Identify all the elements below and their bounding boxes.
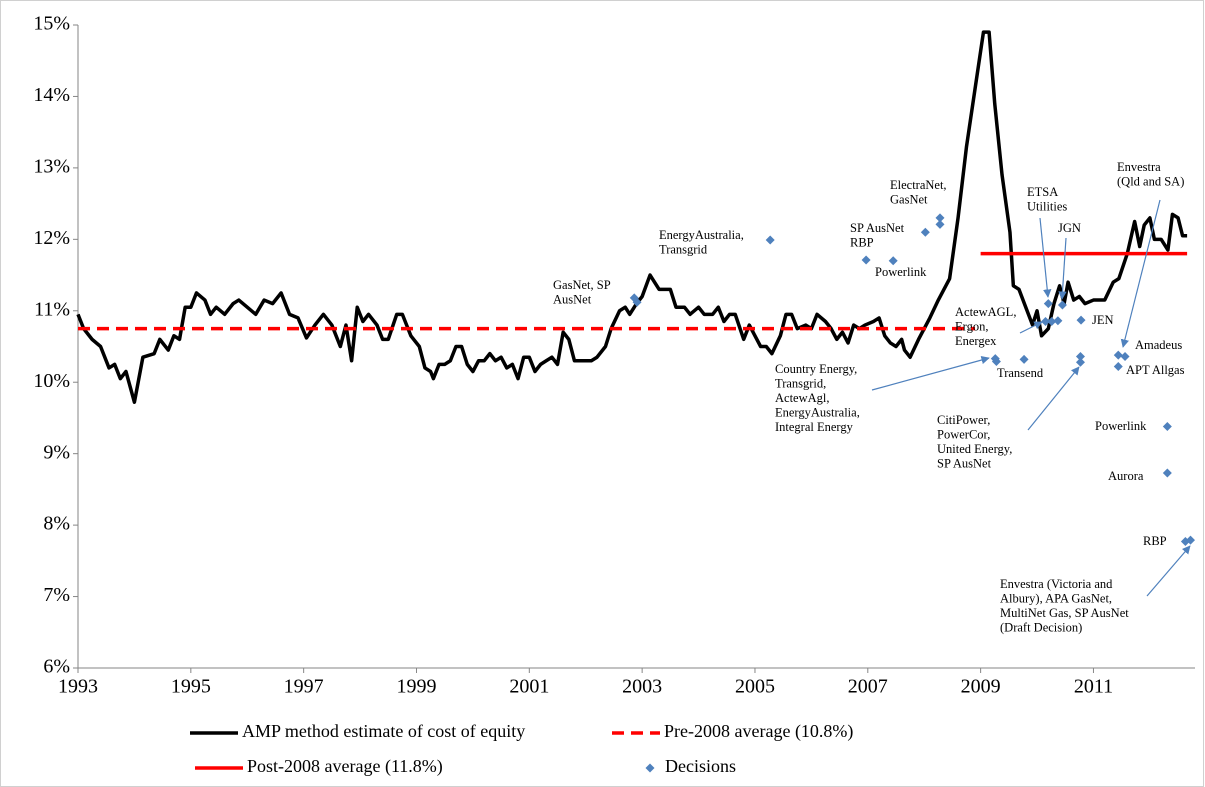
y-tick-label: 11%: [34, 298, 70, 320]
x-tick-label: 2009: [961, 676, 1001, 698]
annotation: Amadeus: [1135, 338, 1182, 352]
annotation: JGN: [1058, 221, 1081, 235]
y-tick-label: 7%: [43, 584, 70, 606]
decision-point: [1162, 422, 1172, 432]
decision-point: [632, 297, 642, 307]
annotation: Country Energy,: [775, 362, 857, 376]
annotation: SP AusNet: [850, 221, 905, 235]
annotation: EnergyAustralia,: [659, 228, 744, 242]
decision-point: [1043, 299, 1053, 309]
annotation: ElectraNet,: [890, 178, 947, 192]
x-tick-label: 1999: [396, 676, 436, 698]
y-tick-label: 8%: [43, 513, 70, 535]
annotation: Energex: [955, 334, 997, 348]
y-tick-label: 15%: [33, 13, 70, 35]
x-tick-label: 2005: [735, 676, 775, 698]
annotation: Envestra: [1117, 160, 1161, 174]
annotation: ActewAgl,: [775, 391, 830, 405]
x-tick-label: 2003: [622, 676, 662, 698]
y-tick-label: 9%: [43, 441, 70, 463]
annotation: Powerlink: [875, 265, 927, 279]
annotation: JEN: [1092, 313, 1114, 327]
decision-point: [935, 213, 945, 223]
decision-point: [888, 256, 898, 266]
y-tick-label: 10%: [33, 370, 70, 392]
annotation: United Energy,: [937, 442, 1012, 456]
annotation: Transgrid,: [775, 376, 826, 390]
x-tick-label: 1993: [58, 676, 98, 698]
annotation-arrow: [1019, 321, 1043, 334]
decision-point: [1053, 316, 1063, 326]
decision-point: [1120, 352, 1130, 362]
annotation: GasNet: [890, 192, 928, 206]
y-tick-label: 6%: [43, 656, 70, 678]
legend-label: Decisions: [665, 756, 736, 776]
annotation: Integral Energy: [775, 420, 854, 434]
decision-point: [920, 227, 930, 237]
annotation: CitiPower,: [937, 413, 990, 427]
decision-point: [935, 219, 945, 229]
decision-point: [765, 235, 775, 245]
annotation: RBP: [850, 235, 874, 249]
annotation: AusNet: [553, 292, 592, 306]
annotation: EnergyAustralia,: [775, 405, 860, 419]
decision-point: [1076, 315, 1086, 325]
decision-point: [1041, 316, 1051, 326]
decision-point: [1113, 350, 1123, 360]
annotation: ActewAGL,: [955, 305, 1016, 319]
annotation: Powerlink: [1095, 419, 1147, 433]
decision-point: [1047, 316, 1057, 326]
x-tick-label: 2011: [1074, 676, 1113, 698]
annotation: APT Allgas: [1126, 363, 1185, 377]
annotation-arrow: [871, 355, 990, 391]
annotation: Albury), APA GasNet,: [1000, 591, 1112, 605]
y-tick-label: 14%: [33, 84, 70, 106]
legend-label: Pre-2008 average (10.8%): [664, 721, 853, 742]
annotation: PowerCor,: [937, 427, 990, 441]
annotation-arrow: [1120, 199, 1161, 348]
annotation-arrow: [1058, 237, 1067, 300]
x-tick-label: 1995: [171, 676, 211, 698]
annotation: Transend: [997, 366, 1044, 380]
y-tick-label: 13%: [33, 155, 70, 177]
annotation: SP AusNet: [937, 456, 992, 470]
x-tick-label: 1997: [284, 676, 324, 698]
decision-point: [1057, 300, 1067, 310]
annotation: Envestra (Victoria and: [1000, 577, 1113, 591]
decision-point: [1019, 354, 1029, 364]
x-tick-label: 2007: [848, 676, 888, 698]
annotation: Transgrid: [659, 242, 708, 256]
legend-marker: [645, 763, 655, 773]
annotation-arrow: [1146, 545, 1191, 597]
decision-point: [861, 255, 871, 265]
annotation: Aurora: [1108, 469, 1144, 483]
decision-point: [1162, 468, 1172, 478]
annotation: Ergon,: [955, 319, 988, 333]
x-tick-label: 2001: [509, 676, 549, 698]
annotation: RBP: [1143, 534, 1167, 548]
annotation: MultiNet Gas, SP AusNet: [1000, 606, 1129, 620]
annotation-arrow: [1039, 217, 1052, 298]
decision-point: [991, 357, 1001, 367]
annotation: GasNet, SP: [553, 278, 611, 292]
annotation: Utilities: [1027, 199, 1067, 213]
decision-point: [1185, 535, 1195, 545]
legend-label: AMP method estimate of cost of equity: [242, 721, 525, 741]
legend-label: Post-2008 average (11.8%): [247, 756, 443, 777]
series-line: [76, 30, 1188, 404]
annotation: (Qld and SA): [1117, 174, 1184, 188]
decision-point: [1113, 362, 1123, 372]
decision-point: [1075, 352, 1085, 362]
decision-point: [1075, 357, 1085, 367]
annotation: ETSA: [1027, 185, 1058, 199]
annotation-arrow: [1027, 366, 1080, 431]
annotation: (Draft Decision): [1000, 620, 1082, 634]
y-tick-label: 12%: [33, 227, 70, 249]
